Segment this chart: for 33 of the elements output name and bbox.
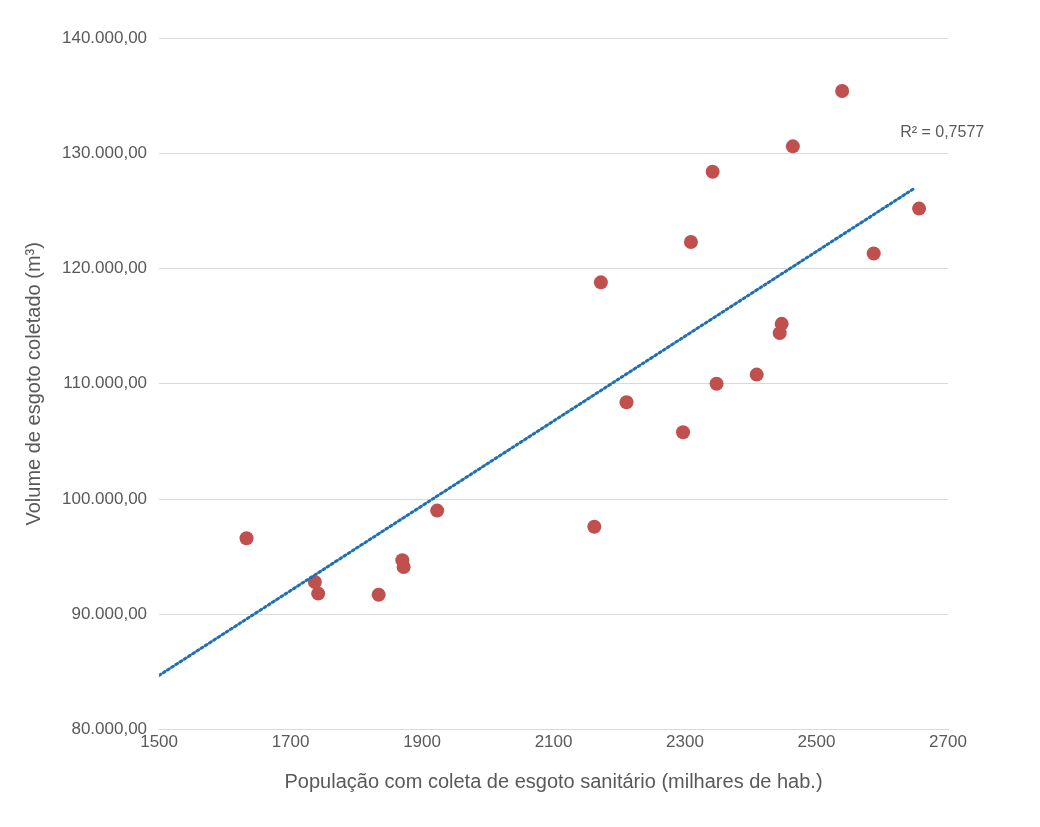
annotation: R² = 0,7577 (900, 123, 985, 141)
x-tick-label: 2700 (929, 732, 967, 752)
point (835, 84, 850, 99)
point (593, 275, 608, 290)
y-tick-label: 110.000,00 (63, 373, 148, 393)
x-tick-label: 2300 (666, 732, 704, 752)
point (705, 164, 720, 179)
point (774, 316, 789, 331)
y-tick-label: 90.000,00 (71, 604, 148, 624)
x-tick-label: 2100 (534, 732, 573, 752)
y-tick-label: 140.000,00 (61, 27, 148, 47)
x-tick-label: 2500 (797, 732, 836, 752)
x-tick-label: 1900 (403, 732, 441, 752)
point (587, 519, 602, 534)
point (866, 246, 881, 261)
point (239, 531, 254, 546)
point (749, 367, 764, 382)
point (676, 425, 691, 440)
y-tick-label: 130.000,00 (61, 142, 148, 162)
point (311, 586, 326, 601)
point (785, 139, 800, 154)
x-axis-title: População com coleta de esgoto sanitário (milhares de hab.) (284, 769, 823, 792)
point (709, 376, 724, 391)
y-tick-label: 100.000,00 (61, 488, 148, 508)
y-tick-label: 120.000,00 (61, 258, 148, 278)
point (619, 395, 634, 410)
point (430, 503, 445, 518)
point (912, 201, 927, 216)
point (683, 235, 698, 250)
x-tick-label: 1700 (271, 732, 310, 752)
point (371, 587, 386, 602)
point (396, 560, 411, 575)
y-axis-title: Volume de esgoto coletado (m³) (21, 242, 44, 526)
